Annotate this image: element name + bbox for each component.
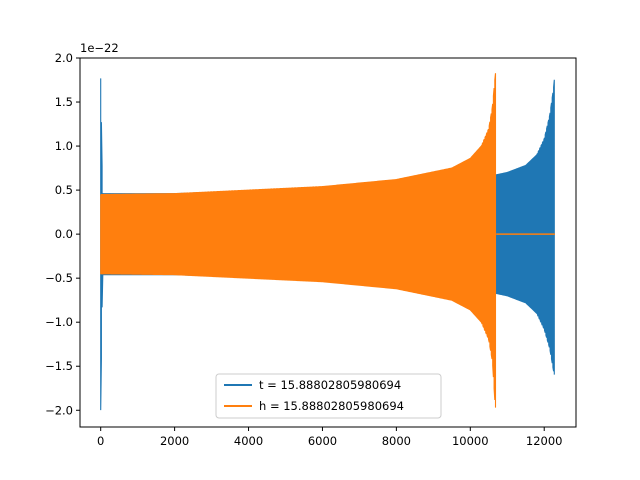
x-tick-label: 4000: [234, 434, 263, 448]
x-tick-label: 0: [97, 434, 104, 448]
x-tick-label: 12000: [526, 434, 563, 448]
x-tick-label: 6000: [308, 434, 337, 448]
y-tick-label: −2.0: [45, 403, 73, 417]
y-tick-label: −1.0: [45, 315, 73, 329]
x-tick-label: 10000: [452, 434, 489, 448]
legend-label-t: t = 15.88802805980694: [259, 378, 401, 392]
y-tick-label: 0.0: [55, 227, 73, 241]
y-tick-label: 1.5: [55, 95, 73, 109]
legend-box: [215, 373, 442, 419]
y-tick-label: −0.5: [45, 271, 73, 285]
legend-label-h: h = 15.88802805980694: [259, 399, 404, 413]
y-tick-label: 1.0: [55, 139, 73, 153]
x-tick-label: 8000: [382, 434, 411, 448]
y-tick-label: 2.0: [55, 51, 73, 65]
y-tick-label: −1.5: [45, 359, 73, 373]
legend: t = 15.88802805980694 h = 15.88802805980…: [215, 373, 442, 419]
axes-frame: [79, 57, 577, 428]
x-tick-label: 2000: [160, 434, 189, 448]
y-tick-label: 0.5: [55, 183, 73, 197]
series-h: [100, 73, 555, 408]
y-offset-label: 1e−22: [80, 41, 119, 55]
series-line: [100, 73, 497, 408]
